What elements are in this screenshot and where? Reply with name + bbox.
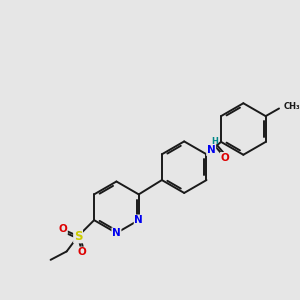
Text: O: O [220, 153, 229, 163]
Text: O: O [77, 247, 86, 257]
Text: H: H [212, 137, 218, 146]
Text: N: N [112, 228, 121, 238]
Text: N: N [207, 145, 215, 155]
Text: N: N [134, 215, 143, 225]
Text: S: S [74, 230, 82, 243]
Text: CH₃: CH₃ [284, 102, 300, 111]
Text: O: O [58, 224, 67, 234]
